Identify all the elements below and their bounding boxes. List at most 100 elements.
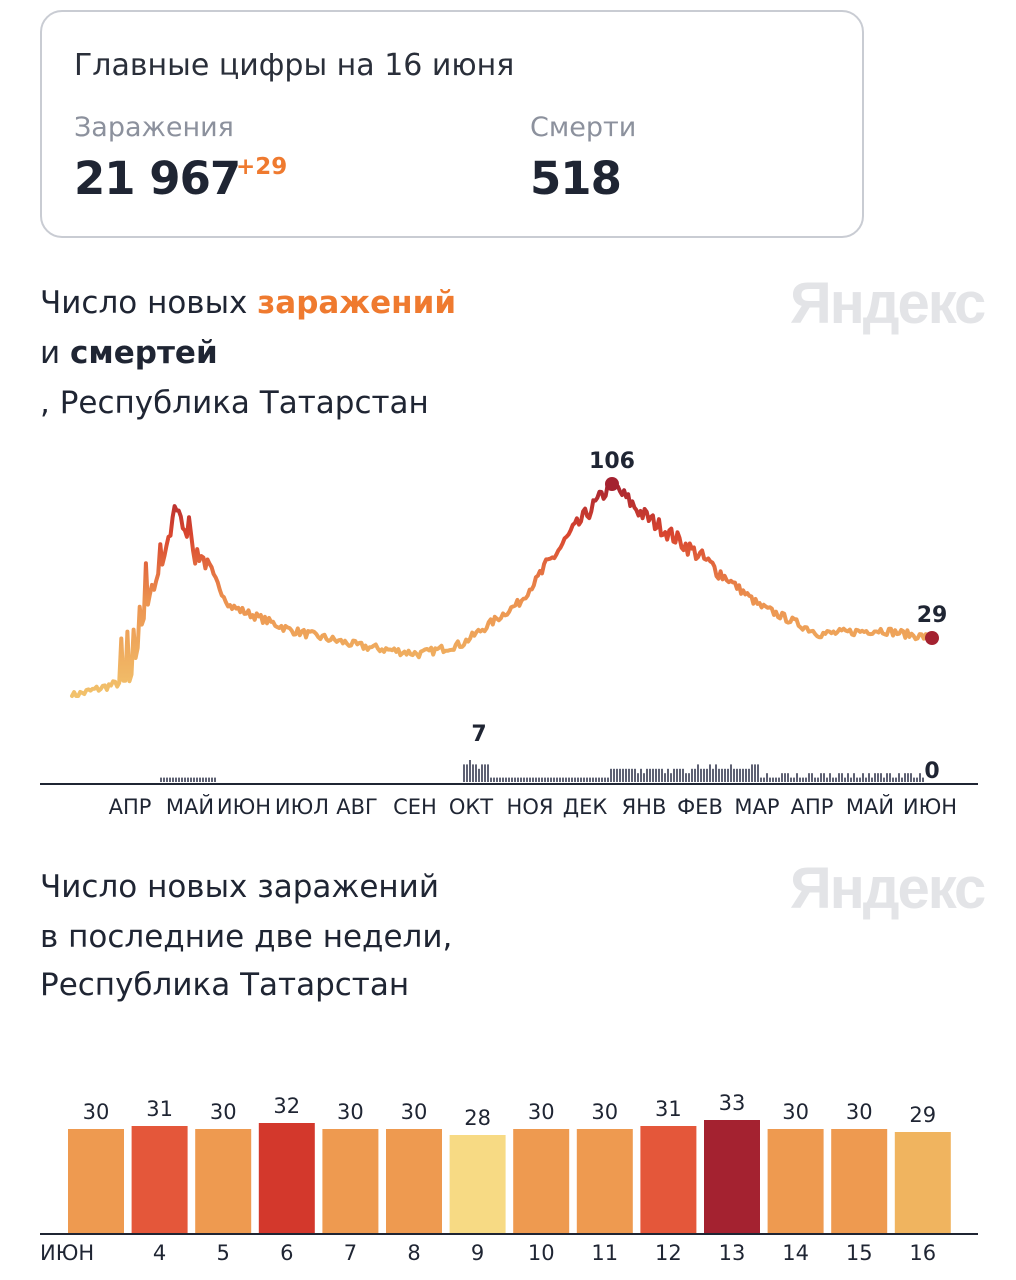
deaths-bar	[499, 777, 501, 782]
deaths-bar	[538, 777, 540, 782]
deaths-bar	[721, 768, 723, 782]
deaths-bar	[841, 773, 843, 782]
deaths-bar	[604, 777, 606, 782]
bar-value-label: 33	[719, 1091, 746, 1115]
deaths-bar	[772, 777, 774, 782]
deaths-bar	[697, 764, 699, 782]
deaths-bar	[766, 773, 768, 782]
deaths-bar	[166, 777, 168, 782]
deaths-bar	[493, 777, 495, 782]
deaths-bar	[886, 773, 888, 782]
deaths-bar	[736, 768, 738, 782]
deaths-bar	[889, 773, 891, 782]
bar-value-label: 31	[655, 1097, 682, 1121]
deaths-bar	[547, 777, 549, 782]
deaths-bar	[763, 777, 765, 782]
deaths-bar	[196, 777, 198, 782]
yandex-logo: Яндекс	[790, 271, 986, 336]
deaths-bar	[544, 777, 546, 782]
deaths-bar	[466, 764, 468, 782]
bar	[322, 1129, 379, 1234]
deaths-bar	[802, 777, 804, 782]
bar	[894, 1132, 951, 1234]
deaths-bar	[463, 764, 465, 782]
deaths-bar	[793, 777, 795, 782]
x-tick-label: ЯНВ	[622, 795, 667, 819]
deaths-bar	[568, 777, 570, 782]
deaths-bar	[922, 777, 924, 782]
end-value-label: 29	[917, 603, 948, 628]
deaths-bar	[658, 768, 660, 782]
deaths-bar	[577, 777, 579, 782]
bar	[640, 1126, 697, 1234]
deaths-bar	[817, 777, 819, 782]
category-label: 13	[719, 1241, 746, 1265]
deaths-bar	[475, 764, 477, 782]
deaths-bar	[535, 777, 537, 782]
deaths-bar	[895, 777, 897, 782]
deaths-bar	[826, 777, 828, 782]
deaths-bar	[733, 768, 735, 782]
deaths-bar	[856, 777, 858, 782]
deaths-bar	[808, 773, 810, 782]
deaths-value: 518	[530, 152, 622, 205]
deaths-bar	[607, 777, 609, 782]
x-tick-label: АПР	[109, 795, 152, 819]
category-label: 7	[344, 1241, 357, 1265]
deaths-bar	[679, 768, 681, 782]
x-tick-label: ДЕК	[563, 795, 608, 819]
deaths-bar	[574, 777, 576, 782]
deaths-bar	[553, 777, 555, 782]
bar	[576, 1129, 633, 1234]
category-label: 12	[655, 1241, 682, 1265]
category-label: 10	[528, 1241, 555, 1265]
deaths-bar	[508, 777, 510, 782]
bar	[513, 1129, 570, 1234]
deaths-bar	[469, 760, 471, 782]
bar-value-label: 30	[337, 1100, 364, 1124]
deaths-bar	[799, 777, 801, 782]
deaths-bar	[853, 773, 855, 782]
chart2-title-line1: Число новых заражений	[40, 869, 439, 905]
deaths-bar	[178, 777, 180, 782]
deaths-bars	[160, 760, 924, 782]
deaths-bar	[622, 768, 624, 782]
deaths-bar	[868, 773, 870, 782]
deaths-bar	[730, 764, 732, 782]
deaths-bar	[703, 768, 705, 782]
deaths-bar	[502, 777, 504, 782]
bar	[449, 1135, 506, 1234]
deaths-bar	[487, 764, 489, 782]
deaths-bar	[823, 773, 825, 782]
deaths-bar	[655, 768, 657, 782]
bar	[704, 1120, 760, 1234]
deaths-bar	[631, 768, 633, 782]
deaths-bar	[724, 768, 726, 782]
deaths-bar	[844, 777, 846, 782]
deaths-bar	[628, 768, 630, 782]
deaths-bar	[637, 773, 639, 782]
deaths-bar	[880, 773, 882, 782]
deaths-bar	[694, 768, 696, 782]
deaths-bar	[832, 777, 834, 782]
deaths-bar	[919, 773, 921, 782]
summary-title: Главные цифры на 16 июня	[74, 48, 515, 83]
deaths-bar	[775, 777, 777, 782]
deaths-bar	[661, 768, 663, 782]
deaths-bar	[781, 773, 783, 782]
infections-label: Заражения	[74, 112, 234, 143]
deaths-bar	[646, 768, 648, 782]
deaths-bar	[589, 777, 591, 782]
deaths-bar	[814, 777, 816, 782]
deaths-bar	[850, 777, 852, 782]
deaths-bar	[490, 777, 492, 782]
deaths-bar	[586, 777, 588, 782]
chart2-title-line2: в последние две недели,	[40, 919, 453, 955]
bar	[258, 1123, 315, 1234]
bar-value-label: 30	[591, 1100, 618, 1124]
bar	[831, 1129, 888, 1234]
bar-value-label: 30	[210, 1100, 237, 1124]
deaths-bar	[898, 773, 900, 782]
bar	[386, 1129, 442, 1234]
deaths-bar	[667, 768, 669, 782]
